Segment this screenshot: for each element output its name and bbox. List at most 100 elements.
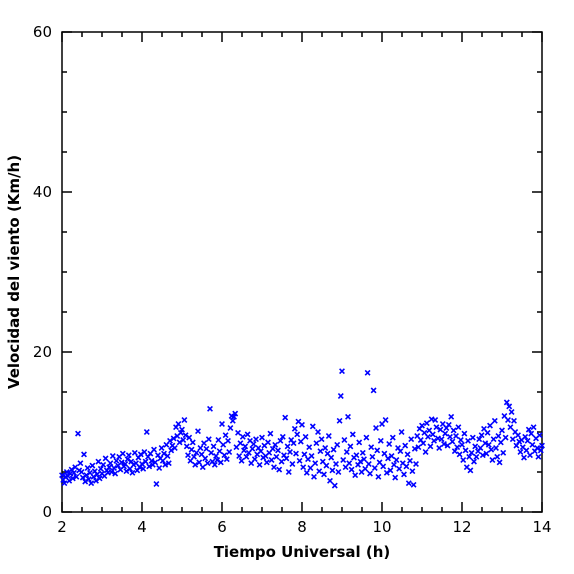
data-point: [369, 453, 376, 460]
data-point: [140, 465, 147, 472]
data-point: [396, 465, 403, 472]
data-point: [444, 442, 451, 449]
data-point: [413, 461, 419, 467]
data-point: [226, 449, 233, 455]
data-point: [375, 473, 382, 480]
data-point: [328, 454, 335, 461]
data-point: [345, 413, 351, 420]
data-point: [242, 443, 249, 450]
data-point: [69, 475, 76, 482]
data-point: [192, 461, 199, 468]
data-point: [425, 433, 431, 440]
data-point: [203, 445, 210, 452]
data-point: [448, 413, 455, 420]
x-tick-label: 14: [532, 518, 551, 536]
data-point: [397, 448, 404, 455]
data-point: [219, 421, 225, 427]
data-point: [485, 441, 492, 448]
data-point: [423, 420, 430, 427]
data-point: [106, 464, 113, 471]
data-point: [322, 445, 329, 451]
data-point: [282, 414, 289, 421]
data-point: [451, 448, 458, 455]
data-point: [291, 425, 298, 432]
data-point: [181, 417, 188, 423]
data-point: [309, 423, 316, 430]
x-tick-label: 4: [137, 518, 147, 536]
data-point: [503, 399, 510, 406]
y-tick-label: 40: [33, 183, 52, 201]
data-point: [373, 425, 379, 431]
data-point: [239, 433, 246, 440]
data-point: [402, 442, 409, 449]
data-point: [471, 458, 477, 465]
data-point: [491, 417, 498, 424]
data-point: [449, 438, 456, 445]
data-point: [398, 429, 405, 435]
data-point: [469, 434, 476, 441]
data-point: [407, 457, 413, 464]
data-point: [204, 460, 211, 467]
data-point: [84, 465, 91, 471]
data-point: [205, 436, 212, 443]
data-point: [88, 480, 95, 487]
data-point: [436, 445, 443, 451]
data-point: [522, 433, 529, 440]
data-point: [386, 441, 393, 447]
data-point: [182, 432, 189, 439]
data-point: [108, 469, 115, 475]
data-point: [297, 438, 304, 445]
data-point: [383, 469, 390, 476]
data-point: [361, 456, 367, 463]
data-point: [472, 443, 479, 450]
data-point: [327, 477, 333, 484]
data-point: [453, 433, 459, 439]
x-tick-label: 6: [217, 518, 227, 536]
data-point: [89, 462, 96, 469]
data-point: [208, 449, 215, 456]
data-point: [276, 466, 283, 473]
data-point: [339, 368, 345, 375]
data-point: [94, 471, 101, 478]
data-point: [139, 461, 145, 467]
data-point: [107, 460, 114, 467]
data-point: [168, 447, 175, 454]
data-point: [231, 413, 237, 420]
data-point: [153, 481, 160, 487]
data-point: [211, 461, 218, 468]
data-point: [359, 449, 366, 456]
data-point: [368, 444, 375, 451]
data-point: [515, 432, 521, 439]
data-point: [229, 417, 236, 424]
data-point: [483, 450, 490, 457]
data-point: [431, 437, 437, 444]
data-point: [371, 465, 378, 471]
data-point: [330, 446, 337, 453]
data-point: [119, 450, 126, 457]
data-point: [329, 467, 336, 474]
data-point: [165, 460, 172, 467]
data-point: [377, 437, 384, 444]
data-point: [257, 448, 264, 455]
data-point: [285, 469, 292, 475]
data-point: [302, 433, 309, 440]
data-point: [164, 453, 171, 459]
data-point: [152, 459, 159, 466]
data-point: [401, 471, 407, 478]
data-point: [539, 442, 545, 449]
data-point: [93, 477, 99, 484]
data-point: [273, 453, 280, 460]
data-point: [456, 451, 463, 458]
data-point: [365, 461, 372, 467]
data-point: [161, 450, 167, 457]
data-point: [513, 442, 520, 449]
data-point: [210, 443, 217, 450]
data-point: [131, 449, 138, 456]
data-point: [419, 422, 425, 429]
data-point: [457, 437, 464, 443]
data-point: [497, 439, 504, 446]
data-point: [300, 464, 307, 471]
data-point: [488, 446, 495, 453]
data-point: [283, 455, 290, 462]
